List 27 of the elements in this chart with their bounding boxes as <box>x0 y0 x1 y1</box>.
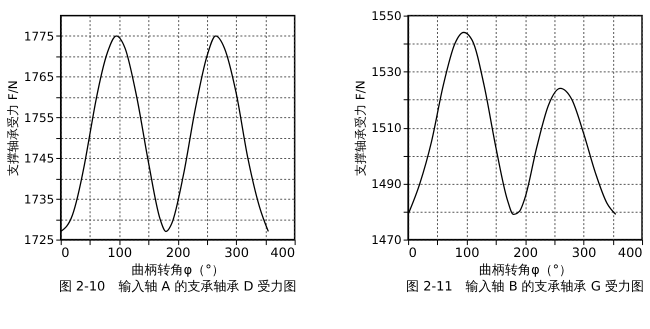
x-tick-label: 300 <box>572 246 596 262</box>
y-axis-title: 支撑轴承受力 F/N <box>6 80 20 176</box>
x-tick-label: 300 <box>224 246 250 262</box>
x-tick-label: 200 <box>166 246 191 262</box>
y-tick-label: 1725 <box>24 233 54 248</box>
x-axis-title: 曲柄转角φ（°） <box>132 262 225 278</box>
text: 图 2-11 输入轴 B 的支承轴承 G 受力图 <box>406 279 644 294</box>
y-tick-label: 1510 <box>371 121 402 136</box>
x-tick-label: 100 <box>454 246 480 262</box>
x-tick-label: 200 <box>513 246 538 262</box>
x-tick-label: 0 <box>408 246 417 262</box>
y-tick-label: 1745 <box>24 152 54 166</box>
x-tick-label: 0 <box>61 246 70 262</box>
x-tick-label: 400 <box>270 246 296 262</box>
y-tick-label: 1765 <box>24 70 54 84</box>
y-axis-title: 支撑轴承受力 F/N <box>353 80 368 176</box>
y-tick-label: 1550 <box>371 9 402 24</box>
text: 图 2-10 输入轴 A 的支承轴承 D 受力图 <box>58 279 297 294</box>
y-tick-label: 1530 <box>371 65 402 80</box>
y-tick-label: 1490 <box>371 177 402 192</box>
y-tick-label: 1470 <box>371 233 402 248</box>
x-tick-label: 400 <box>618 246 643 262</box>
y-tick-label: 1775 <box>24 29 54 44</box>
y-tick-label: 1755 <box>24 110 54 125</box>
x-tick-label: 100 <box>107 246 132 262</box>
y-tick-label: 1735 <box>24 192 54 206</box>
x-axis-title: 曲柄转角φ（°） <box>479 262 572 278</box>
